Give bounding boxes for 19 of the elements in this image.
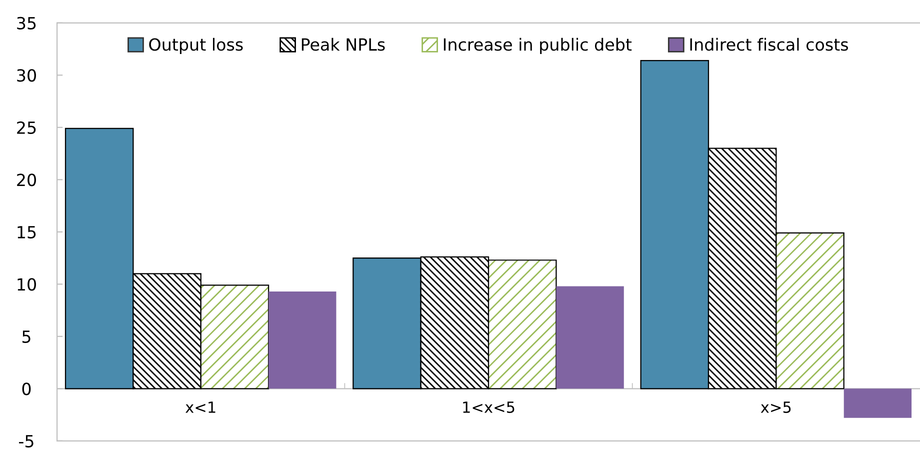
bar <box>556 286 624 389</box>
y-tick-label: 0 <box>22 382 31 396</box>
y-tick-label: 30 <box>17 69 36 82</box>
y-tick-label: 10 <box>18 278 36 291</box>
y-tick-label: 35 <box>17 16 36 30</box>
bar <box>844 388 912 418</box>
y-tick-label: 5 <box>22 330 30 343</box>
y-tick-label: 15 <box>18 226 36 238</box>
x-tick-label: x>5 <box>760 402 791 413</box>
y-tick-label: 25 <box>17 121 36 134</box>
y-tick-label: 20 <box>17 174 36 186</box>
x-tick-label: x<1 <box>186 402 216 413</box>
x-tick-label: 1<x<5 <box>463 402 514 413</box>
y-tick-label: -5 <box>18 435 34 448</box>
legend-label: Output loss <box>149 38 243 54</box>
legend-label: Peak NPLs <box>302 38 385 51</box>
bar <box>268 291 336 389</box>
legend-label: Indirect fiscal costs <box>690 38 848 51</box>
legend-label: Increase in public debt <box>444 38 632 54</box>
